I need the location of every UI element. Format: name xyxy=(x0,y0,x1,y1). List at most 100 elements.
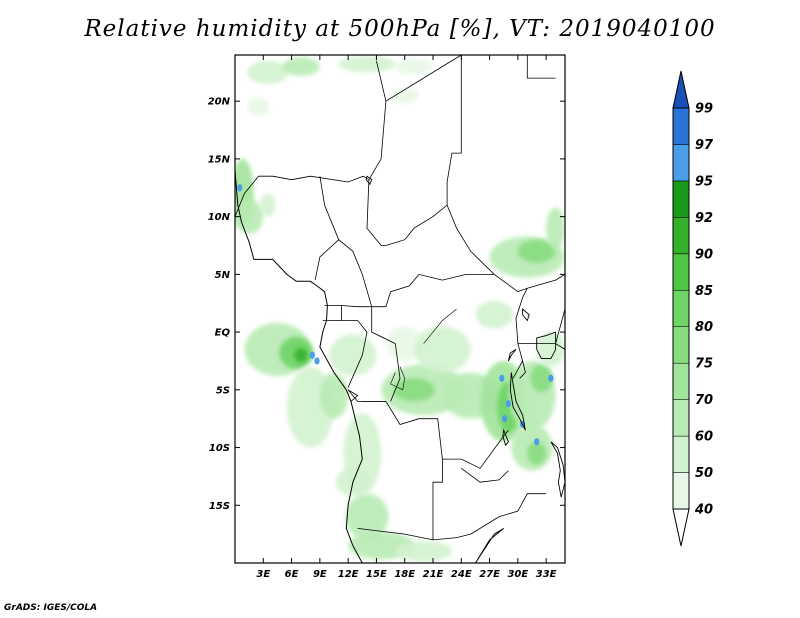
country-border xyxy=(324,273,495,308)
colorbar-over-triangle xyxy=(672,70,690,109)
lat-tick-label: 20N xyxy=(208,97,231,108)
colorbar-level-label: 92 xyxy=(695,211,713,226)
humidity-blob xyxy=(393,378,435,402)
lat-tick-label: 10S xyxy=(209,443,230,454)
country-border xyxy=(341,320,368,388)
colorbar-level-label: 50 xyxy=(695,466,713,481)
country-border xyxy=(314,239,339,281)
colorbar-segment xyxy=(672,435,690,473)
country-border xyxy=(527,274,565,289)
colorbar-segment xyxy=(672,107,690,145)
humidity-blob xyxy=(517,239,556,263)
lon-tick-label: 33E xyxy=(536,569,557,580)
map-frame xyxy=(234,54,566,564)
lake-outline xyxy=(536,331,557,360)
humidity-blob xyxy=(530,364,553,393)
colorbar-segment xyxy=(672,290,690,327)
humidity-blob xyxy=(395,58,433,75)
humidity-blob xyxy=(247,60,289,84)
colorbar-level-label: 95 xyxy=(695,174,713,189)
humidity-blob xyxy=(260,193,276,217)
humidity-blob xyxy=(414,326,471,373)
country-border xyxy=(235,175,370,217)
colorbar-level-label: 90 xyxy=(695,247,713,262)
country-border xyxy=(432,459,443,540)
colorbar-level-label: 60 xyxy=(695,430,713,445)
lat-tick-label: EQ xyxy=(215,328,231,339)
country-border xyxy=(519,360,526,379)
high-humidity-spot xyxy=(505,400,512,408)
country-border xyxy=(368,60,387,180)
high-humidity-spot xyxy=(309,351,315,359)
chart-title: Relative humidity at 500hPa [%], VT: 201… xyxy=(84,16,716,42)
humidity-blob xyxy=(345,493,389,540)
humidity-blob xyxy=(527,441,547,465)
map-background xyxy=(235,55,565,563)
humidity-blob xyxy=(319,372,349,419)
humidity-blob xyxy=(536,332,565,367)
colorbar-segment xyxy=(672,217,690,255)
colorbar-frame xyxy=(672,107,690,510)
lat-tick-label: 10N xyxy=(208,212,231,223)
country-border xyxy=(385,55,462,102)
lat-tick-label: 15N xyxy=(208,154,231,165)
country-border xyxy=(512,288,528,379)
humidity-blob xyxy=(294,348,308,363)
high-humidity-spot xyxy=(499,374,505,382)
country-border xyxy=(555,308,565,344)
lon-tick-label: 3E xyxy=(256,569,270,580)
country-border xyxy=(526,55,556,79)
country-borders xyxy=(235,55,565,563)
colorbar-under-triangle xyxy=(672,508,690,547)
country-border xyxy=(371,306,401,402)
map-axes: 20N 15N 10N 5N EQ 5S 10S 15S 3E 6E 9E 12E 15E 18E 21E 2… xyxy=(208,55,565,580)
colorbar-segment xyxy=(672,144,690,182)
country-border xyxy=(470,493,547,535)
colorbar-segment xyxy=(672,472,690,510)
colorbar-level-label: 70 xyxy=(695,393,713,408)
colorbar-level-label: 99 xyxy=(695,102,713,117)
lon-tick-label: 30E xyxy=(507,569,528,580)
lat-tick-label: 15S xyxy=(209,501,230,512)
lon-tick-label: 12E xyxy=(338,569,359,580)
high-humidity-spot xyxy=(237,184,243,192)
humidity-blob xyxy=(329,334,377,376)
lat-tick-label: 5N xyxy=(215,270,231,281)
high-humidity-spot xyxy=(314,357,320,365)
humidity-blob xyxy=(475,300,514,329)
country-border xyxy=(446,55,462,206)
high-humidity-spot xyxy=(548,374,554,382)
colorbar-level-label: 40 xyxy=(694,503,713,518)
humidity-blob xyxy=(390,87,419,104)
humidity-blob xyxy=(247,97,270,117)
country-border xyxy=(461,467,509,483)
colorbar-level-label: 80 xyxy=(695,320,713,335)
country-border xyxy=(319,176,373,307)
lake-outline xyxy=(365,175,373,186)
humidity-blob xyxy=(546,207,565,249)
lon-tick-label: 6E xyxy=(285,569,299,580)
humidity-blob xyxy=(338,56,396,73)
colorbar-segment xyxy=(672,180,690,218)
humidity-blob xyxy=(395,541,452,562)
country-border xyxy=(347,389,359,402)
lon-tick-label: 18E xyxy=(394,569,415,580)
lon-tick-label: 24E xyxy=(451,569,472,580)
lon-tick-label: 9E xyxy=(313,569,327,580)
grads-credit: GrADS: IGES/COLA xyxy=(4,603,98,613)
colorbar-level-label: 85 xyxy=(695,284,713,299)
lake-outline xyxy=(475,528,504,563)
colorbar: 40 50 60 70 75 80 85 90 92 95 97 99 xyxy=(672,70,714,547)
humidity-blob xyxy=(282,57,320,76)
high-humidity-spot xyxy=(534,438,540,446)
colorbar-segment xyxy=(672,399,690,437)
lon-tick-label: 15E xyxy=(366,569,387,580)
river xyxy=(423,308,457,344)
lake-outline xyxy=(507,349,517,362)
lon-tick-label: 21E xyxy=(423,569,444,580)
lake-outline xyxy=(509,372,526,431)
colorbar-segment xyxy=(672,253,690,291)
colorbar-level-label: 75 xyxy=(695,357,713,372)
high-humidity-spot xyxy=(502,415,508,423)
